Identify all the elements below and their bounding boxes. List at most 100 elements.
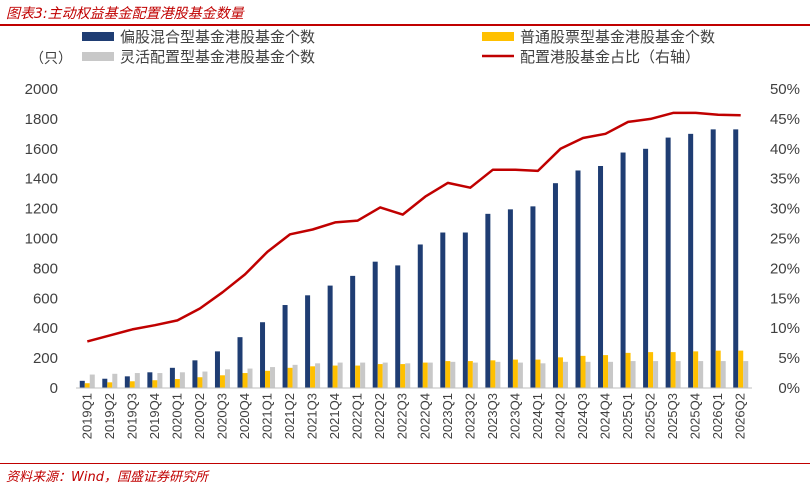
x-tick-label-27: 2025Q4 [688,393,703,439]
bar-0-7 [237,337,243,388]
y-tick-label-10: 2000 [25,81,58,98]
bar-2-0 [89,374,95,388]
bar-2-6 [224,369,230,388]
bar-1-1 [107,382,113,388]
bar-0-27 [688,133,694,388]
bar-1-0 [84,383,90,388]
bar-0-10 [305,295,311,388]
bar-0-22 [575,170,581,388]
x-tick-label-18: 2023Q3 [485,393,500,439]
x-tick-label-17: 2023Q2 [462,393,477,439]
bar-2-27 [698,361,704,388]
ratio-line [86,111,741,343]
bar-2-14 [405,363,411,388]
bar-1-20 [535,359,541,388]
y2-tick-label-8: 40% [770,141,800,158]
bar-2-16 [450,361,456,388]
x-tick-label-28: 2026Q1 [710,393,725,439]
figure-title: 图表3:主动权益基金配置港股基金数量 [6,3,244,23]
y2-tick-label-3: 15% [770,290,800,307]
bar-0-2 [124,376,130,388]
y-tick-label-8: 1600 [25,141,58,158]
bar-0-1 [102,378,108,388]
legend-swatch-2 [82,52,114,61]
y2-tick-label-10: 50% [770,81,800,98]
bar-0-13 [372,261,378,388]
bar-1-8 [265,370,271,388]
y-tick-label-7: 1400 [25,171,58,188]
bar-1-7 [242,373,248,388]
x-tick-label-21: 2024Q2 [552,393,567,439]
y2-tick-label-0: 0% [778,380,800,397]
bar-2-13 [382,362,388,388]
y-tick-label-9: 1800 [25,111,58,128]
bar-2-21 [562,361,568,388]
bar-1-14 [400,364,406,388]
legend-label-3: 配置港股基金占比（右轴） [520,48,700,66]
bar-2-9 [292,364,298,388]
bar-2-3 [157,373,163,388]
y2-tick-label-4: 20% [770,260,800,277]
bar-0-26 [665,137,671,388]
x-tick-label-0: 2019Q1 [79,393,94,439]
left-axis-ticks: 0 200 400 600 800 1000 1200 1400 1600 1800 2000 [25,81,58,397]
bar-0-24 [620,152,626,388]
bar-2-26 [675,361,681,388]
y2-tick-label-5: 25% [770,231,800,248]
bar-2-1 [112,373,118,388]
x-tick-label-2: 2019Q3 [124,393,139,439]
x-tick-label-5: 2020Q2 [192,393,207,439]
bar-2-18 [495,361,501,388]
x-tick-label-16: 2023Q1 [440,393,455,439]
bar-2-4 [179,372,185,388]
bar-1-23 [603,355,609,388]
x-tick-label-6: 2020Q3 [214,393,229,439]
bar-2-7 [247,368,253,388]
right-axis-ticks: 0% 5% 10% 15% 20% 25% 30% 35% 40% 45% 50% [770,81,800,397]
bar-1-26 [670,352,676,388]
legend-label-1: 普通股票型基金港股基金个数 [520,28,715,46]
bar-2-5 [202,371,208,388]
y-tick-label-0: 0 [50,380,58,397]
bar-0-4 [169,367,175,388]
x-tick-label-20: 2024Q1 [530,393,545,439]
bar-1-15 [422,362,428,388]
legend-label-0: 偏股混合型基金港股基金个数 [120,28,315,46]
bar-1-10 [310,366,316,388]
bar-2-10 [315,363,321,388]
x-tick-label-29: 2026Q2 [733,393,748,439]
bar-2-8 [270,367,276,388]
x-tick-label-3: 2019Q4 [147,393,162,439]
bar-2-11 [337,362,343,388]
bottom-rule [0,463,810,464]
y2-tick-label-6: 30% [770,201,800,218]
bar-0-15 [417,244,423,388]
bar-0-9 [282,305,288,388]
y2-tick-label-1: 5% [778,350,800,367]
bar-1-29 [738,350,744,388]
x-tick-label-7: 2020Q4 [237,393,252,439]
bar-0-28 [710,129,716,389]
bar-0-29 [733,129,739,389]
bar-0-19 [507,209,513,388]
y-tick-label-4: 800 [33,260,58,277]
bar-0-20 [530,206,536,388]
legend-label-2: 灵活配置型基金港股基金个数 [120,48,315,66]
bar-1-28 [715,350,721,388]
bar-1-18 [490,360,496,388]
bar-0-12 [350,275,356,388]
bar-1-24 [625,352,631,388]
bar-1-5 [197,377,203,388]
x-tick-label-12: 2022Q1 [350,393,365,439]
x-tick-label-19: 2023Q4 [507,393,522,439]
bar-2-2 [134,373,140,388]
bar-1-22 [580,355,586,388]
bar-1-25 [648,352,654,388]
bar-2-20 [540,363,546,388]
y-tick-label-1: 200 [33,350,58,367]
bar-0-23 [598,165,604,388]
source-note: 资料来源：Wind，国盛证券研究所 [6,470,208,485]
bar-0-17 [462,232,468,388]
y-tick-label-5: 1000 [25,231,58,248]
